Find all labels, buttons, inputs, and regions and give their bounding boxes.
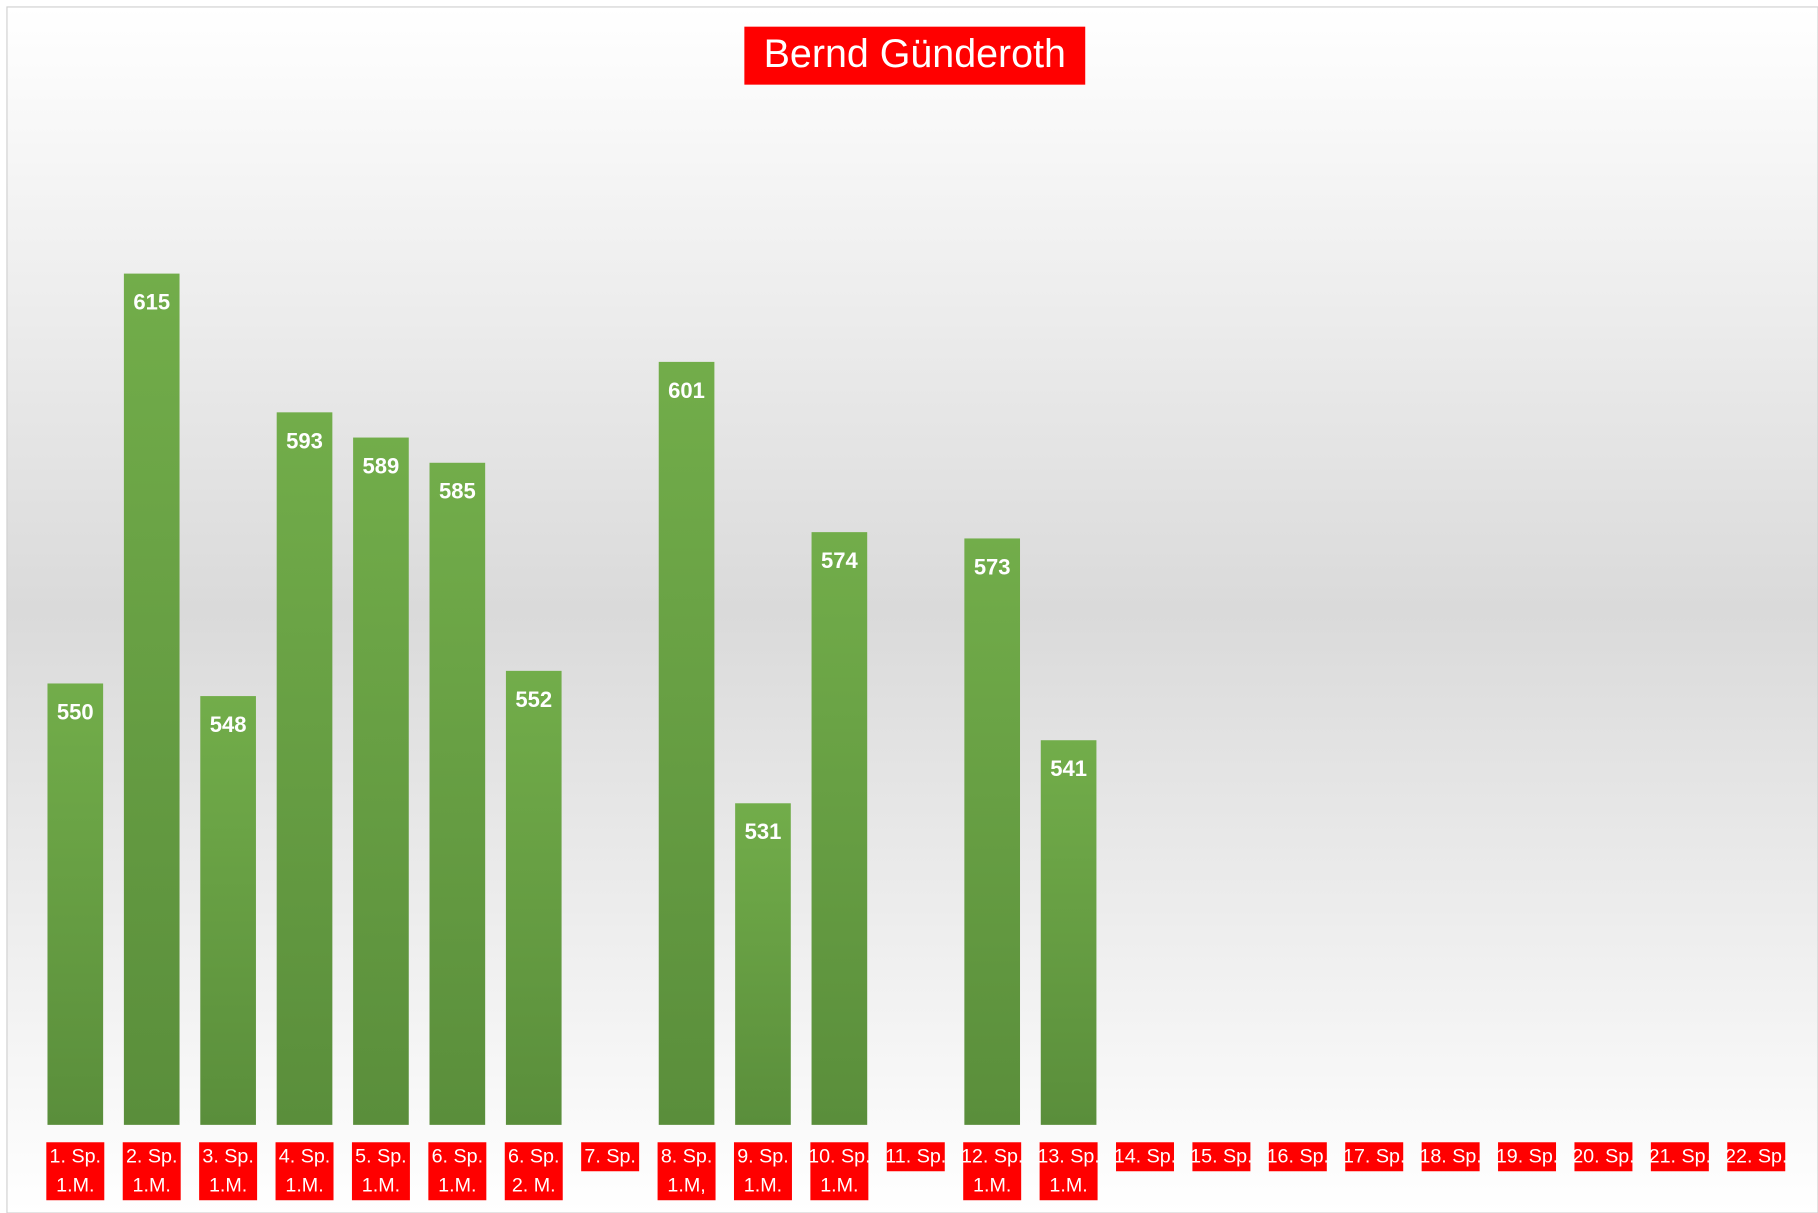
x-tick-label: 13. Sp. (1037, 1146, 1099, 1168)
x-tick-label: 1.M. (362, 1175, 400, 1197)
x-tick-label: 21. Sp. (1649, 1146, 1711, 1168)
bar (47, 683, 104, 1125)
data-label: 552 (515, 687, 552, 712)
x-tick-label: 19. Sp. (1496, 1146, 1558, 1168)
x-tick-label: 20. Sp. (1572, 1146, 1634, 1168)
data-label: 541 (1050, 756, 1087, 781)
x-label-background (963, 1142, 1022, 1201)
x-tick-label: 8. Sp. (661, 1146, 712, 1168)
chart-title: Bernd Günderoth (764, 32, 1066, 76)
x-label-background (886, 1142, 945, 1172)
data-label: 531 (745, 819, 782, 844)
x-label-background (1192, 1142, 1251, 1172)
x-label-background (1421, 1142, 1480, 1172)
bar (811, 532, 868, 1125)
x-tick-label: 12. Sp. (961, 1146, 1023, 1168)
x-tick-label: 11. Sp. (885, 1146, 946, 1168)
x-tick-label: 2. Sp. (126, 1146, 177, 1168)
x-tick-label: 1.M. (1049, 1175, 1087, 1197)
bar (658, 361, 715, 1125)
x-tick-label: 3. Sp. (202, 1146, 253, 1168)
x-label-background (46, 1142, 105, 1201)
x-label-background (1650, 1142, 1709, 1172)
data-label: 601 (668, 378, 705, 403)
x-tick-label: 1.M. (56, 1175, 94, 1197)
x-tick-label: 10. Sp. (808, 1146, 870, 1168)
x-label-background (199, 1142, 258, 1201)
x-label-background (122, 1142, 181, 1201)
x-tick-label: 22. Sp. (1725, 1146, 1787, 1168)
x-tick-label: 18. Sp. (1419, 1146, 1481, 1168)
x-tick-label: 1.M. (820, 1175, 858, 1197)
x-tick-label: 7. Sp. (584, 1146, 635, 1168)
x-tick-label: 1.M. (209, 1175, 247, 1197)
x-label-background (1268, 1142, 1327, 1172)
data-label: 615 (133, 290, 170, 315)
bar (123, 273, 180, 1125)
x-tick-label: 1.M. (438, 1175, 476, 1197)
x-label-background (1039, 1142, 1098, 1201)
x-tick-label: 6. Sp. (432, 1146, 483, 1168)
bar (735, 803, 791, 1125)
data-label: 593 (286, 428, 323, 453)
x-tick-label: 6. Sp. (508, 1146, 559, 1168)
x-label-background (1116, 1142, 1174, 1172)
x-label-background (733, 1142, 792, 1201)
x-tick-label: 1.M. (973, 1175, 1011, 1197)
x-label-background (1727, 1142, 1786, 1172)
x-label-background (504, 1142, 563, 1201)
bar (505, 670, 562, 1125)
x-tick-label: 1.M, (667, 1175, 705, 1197)
x-label-background (1574, 1142, 1633, 1172)
x-label-background (351, 1142, 410, 1201)
x-label-background (1498, 1142, 1557, 1172)
data-label: 585 (439, 479, 476, 504)
x-tick-label: 9. Sp. (737, 1146, 788, 1168)
bar (964, 538, 1021, 1125)
title-background (744, 26, 1086, 85)
x-tick-label: 1. Sp. (50, 1146, 101, 1168)
x-label-background (1345, 1142, 1404, 1172)
x-label-background (428, 1142, 487, 1201)
x-tick-label: 16. Sp. (1267, 1146, 1329, 1168)
x-tick-label: 17. Sp. (1343, 1146, 1405, 1168)
data-label: 589 (363, 454, 400, 479)
x-tick-label: 1.M. (744, 1175, 782, 1197)
bar (353, 437, 409, 1125)
x-label-background (657, 1142, 716, 1201)
x-tick-label: 5. Sp. (355, 1146, 406, 1168)
x-label-background (275, 1142, 334, 1201)
data-label: 550 (57, 699, 94, 724)
x-tick-label: 1.M. (133, 1175, 171, 1197)
bar (276, 412, 333, 1125)
x-tick-label: 1.M. (285, 1175, 323, 1197)
data-label: 548 (210, 712, 247, 737)
x-tick-label: 15. Sp. (1190, 1146, 1252, 1168)
bar (200, 696, 256, 1125)
x-tick-label: 14. Sp. (1114, 1146, 1176, 1168)
bar (429, 462, 486, 1125)
bar (1040, 740, 1097, 1125)
x-label-background (810, 1142, 869, 1201)
x-tick-label: 4. Sp. (279, 1146, 330, 1168)
x-tick-label: 2. M. (512, 1175, 556, 1197)
x-label-background (581, 1142, 640, 1172)
data-label: 574 (821, 548, 858, 573)
data-label: 573 (974, 554, 1011, 579)
